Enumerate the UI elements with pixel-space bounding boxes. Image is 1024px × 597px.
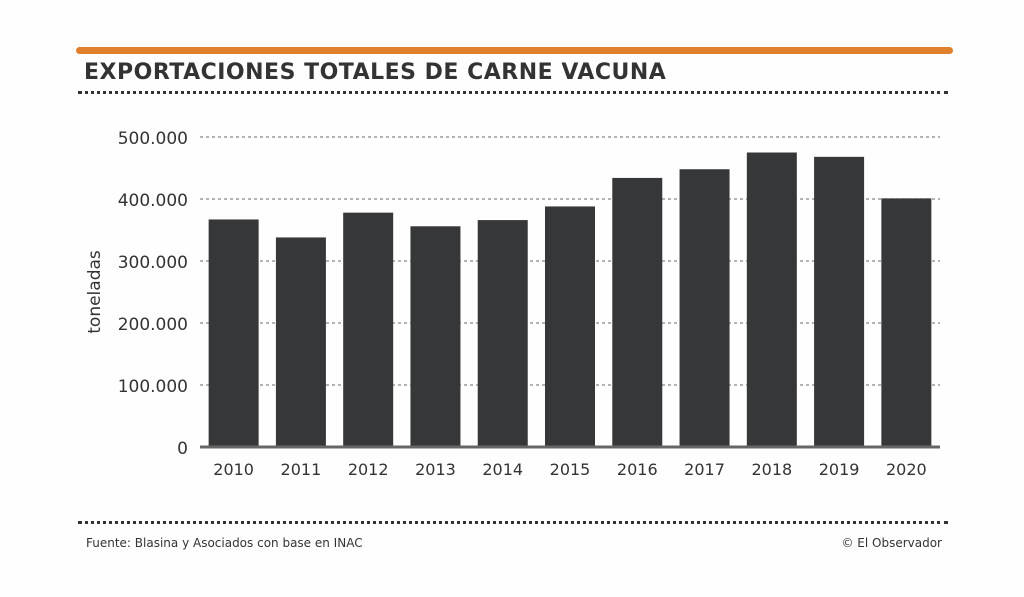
x-tick-label: 2010: [213, 460, 254, 479]
bar-2020: [881, 198, 932, 447]
bar-2015: [545, 206, 595, 447]
x-tick-label: 2016: [617, 460, 658, 479]
y-tick-label: 200.000: [118, 315, 188, 335]
credit: © El Observador: [841, 536, 942, 550]
x-tick-label: 2014: [482, 460, 523, 479]
chart-title: EXPORTACIONES TOTALES DE CARNE VACUNA: [84, 60, 667, 85]
y-tick-label: 500.000: [118, 129, 188, 149]
y-tick-label: 0: [177, 439, 188, 459]
accent-bar: [76, 47, 953, 54]
x-tick-label: 2017: [684, 460, 725, 479]
source-note: Fuente: Blasina y Asociados con base en …: [86, 536, 363, 550]
bar-2014: [477, 220, 528, 447]
bar-2019: [814, 156, 865, 447]
y-axis-label: toneladas: [85, 250, 105, 334]
x-tick-label: 2019: [819, 460, 860, 479]
y-tick-label: 400.000: [118, 191, 188, 211]
x-tick-label: 2020: [886, 460, 927, 479]
bar-2013: [410, 226, 461, 447]
bar-2011: [275, 237, 326, 447]
bar-2010: [208, 219, 259, 447]
x-tick-label: 2013: [415, 460, 456, 479]
bar-2017: [679, 169, 730, 448]
divider-bottom: [78, 521, 948, 524]
x-tick-label: 2011: [281, 460, 322, 479]
x-tick-label: 2015: [550, 460, 591, 479]
y-tick-label: 100.000: [118, 377, 188, 397]
bar-2012: [343, 212, 394, 447]
bar-2018: [746, 152, 797, 447]
y-tick-label: 300.000: [118, 253, 188, 273]
divider-top: [78, 91, 948, 94]
x-tick-label: 2012: [348, 460, 389, 479]
x-tick-label: 2018: [751, 460, 792, 479]
bar-2016: [612, 177, 663, 448]
